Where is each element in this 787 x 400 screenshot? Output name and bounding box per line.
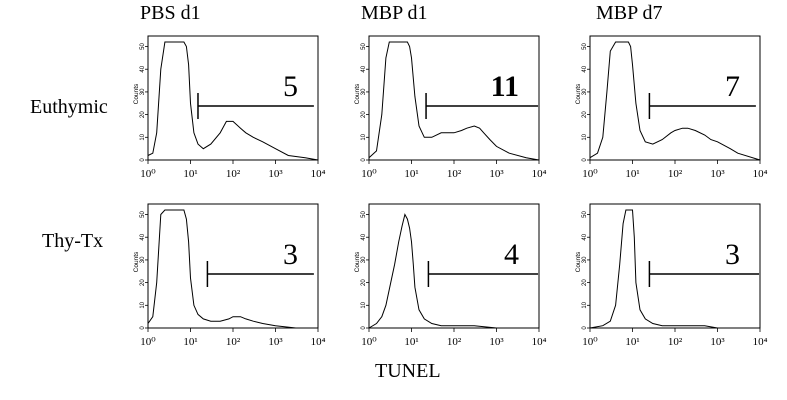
x-tick-label: 10⁴ bbox=[753, 336, 768, 348]
x-tick-label: 10² bbox=[447, 336, 462, 348]
x-tick-label: 10³ bbox=[268, 168, 283, 180]
y-tick-label: 20 bbox=[361, 111, 367, 118]
y-tick-label: 30 bbox=[582, 256, 588, 263]
y-tick-label: 40 bbox=[140, 233, 146, 240]
x-tick-label: 10⁰ bbox=[582, 336, 598, 348]
column-title-mbp-d7: MBP d7 bbox=[596, 2, 663, 24]
histogram-panel-0: 0 10 20 30 40 50 Counts 10⁰ 10¹ 10² 10³ 10⁴ 5 bbox=[133, 35, 326, 180]
y-tick-label: 30 bbox=[582, 88, 588, 95]
x-tick-label: 10³ bbox=[268, 336, 283, 348]
y-tick-label: 40 bbox=[361, 233, 367, 240]
y-tick-label: 50 bbox=[582, 211, 588, 218]
y-tick-label: 10 bbox=[140, 301, 146, 308]
y-tick-label: 10 bbox=[361, 133, 367, 140]
histogram-line bbox=[147, 209, 318, 329]
y-tick-label: 40 bbox=[140, 65, 146, 72]
y-tick-label: 0 bbox=[582, 326, 588, 330]
y-axis-label: Counts bbox=[133, 83, 140, 104]
y-tick-label: 0 bbox=[361, 326, 367, 330]
y-tick-label: 50 bbox=[140, 211, 146, 218]
x-tick-label: 10⁰ bbox=[361, 168, 377, 180]
x-tick-label: 10¹ bbox=[183, 168, 197, 180]
x-tick-label: 10¹ bbox=[404, 168, 418, 180]
histogram-line bbox=[368, 213, 539, 329]
histogram-line bbox=[589, 209, 760, 329]
y-tick-label: 0 bbox=[140, 326, 146, 330]
y-axis-label: Counts bbox=[575, 251, 582, 272]
y-axis-label: Counts bbox=[133, 251, 140, 272]
histogram-panel-4: 0 10 20 30 40 50 Counts 10⁰ 10¹ 10² 10³ 10⁴ 4 bbox=[354, 203, 547, 348]
y-tick-label: 40 bbox=[582, 65, 588, 72]
y-tick-label: 10 bbox=[140, 133, 146, 140]
y-axis-label: Counts bbox=[354, 251, 361, 272]
x-tick-label: 10⁰ bbox=[361, 336, 377, 348]
y-tick-label: 20 bbox=[361, 279, 367, 286]
y-tick-label: 20 bbox=[582, 111, 588, 118]
y-tick-label: 10 bbox=[582, 301, 588, 308]
y-tick-label: 10 bbox=[582, 133, 588, 140]
x-tick-label: 10² bbox=[226, 336, 241, 348]
x-tick-label: 10⁴ bbox=[311, 336, 326, 348]
y-tick-label: 20 bbox=[140, 279, 146, 286]
x-tick-label: 10³ bbox=[710, 336, 725, 348]
y-axis-label: Counts bbox=[354, 83, 361, 104]
histogram-line bbox=[368, 41, 540, 161]
column-title-pbs-d1: PBS d1 bbox=[140, 2, 201, 24]
gate-percent-label: 3 bbox=[283, 238, 298, 271]
x-tick-label: 10⁴ bbox=[532, 336, 547, 348]
x-tick-label: 10⁰ bbox=[140, 168, 156, 180]
x-tick-label: 10⁴ bbox=[753, 168, 768, 180]
x-tick-label: 10¹ bbox=[183, 336, 197, 348]
histogram-panel-5: 0 10 20 30 40 50 Counts 10⁰ 10¹ 10² 10³ 10⁴ 3 bbox=[575, 203, 768, 348]
gate-percent-label: 4 bbox=[504, 238, 519, 271]
y-tick-label: 50 bbox=[361, 43, 367, 50]
gate-percent-label: 3 bbox=[725, 238, 740, 271]
x-tick-label: 10² bbox=[226, 168, 241, 180]
x-tick-label: 10³ bbox=[489, 336, 504, 348]
x-tick-label: 10⁴ bbox=[532, 168, 547, 180]
y-tick-label: 40 bbox=[582, 233, 588, 240]
y-tick-label: 30 bbox=[140, 88, 146, 95]
y-tick-label: 30 bbox=[361, 256, 367, 263]
x-tick-label: 10⁰ bbox=[582, 168, 598, 180]
row-label-thy-tx: Thy-Tx bbox=[42, 230, 104, 252]
histogram-line bbox=[147, 41, 319, 161]
x-tick-label: 10⁴ bbox=[311, 168, 326, 180]
histogram-panel-3: 0 10 20 30 40 50 Counts 10⁰ 10¹ 10² 10³ 10⁴ 3 bbox=[133, 203, 326, 348]
y-tick-label: 20 bbox=[582, 279, 588, 286]
gate-percent-label: 11 bbox=[491, 70, 519, 103]
y-tick-label: 50 bbox=[361, 211, 367, 218]
x-tick-label: 10² bbox=[447, 168, 462, 180]
x-tick-label: 10³ bbox=[710, 168, 725, 180]
histogram-panel-1: 0 10 20 30 40 50 Counts 10⁰ 10¹ 10² 10³ 10⁴ 11 bbox=[354, 35, 547, 180]
y-tick-label: 30 bbox=[361, 88, 367, 95]
x-tick-label: 10¹ bbox=[625, 336, 639, 348]
y-tick-label: 0 bbox=[140, 158, 146, 162]
x-axis-label: TUNEL bbox=[375, 360, 441, 382]
y-tick-label: 20 bbox=[140, 111, 146, 118]
y-axis-label: Counts bbox=[575, 83, 582, 104]
x-tick-label: 10⁰ bbox=[140, 336, 156, 348]
gate-percent-label: 7 bbox=[725, 70, 740, 103]
y-tick-label: 50 bbox=[140, 43, 146, 50]
gate-percent-label: 5 bbox=[283, 70, 298, 103]
y-tick-label: 40 bbox=[361, 65, 367, 72]
x-tick-label: 10¹ bbox=[625, 168, 639, 180]
y-tick-label: 50 bbox=[582, 43, 588, 50]
histogram-panel-2: 0 10 20 30 40 50 Counts 10⁰ 10¹ 10² 10³ 10⁴ 7 bbox=[575, 35, 768, 180]
y-tick-label: 30 bbox=[140, 256, 146, 263]
y-tick-label: 0 bbox=[361, 158, 367, 162]
y-tick-label: 10 bbox=[361, 301, 367, 308]
x-tick-label: 10² bbox=[668, 336, 683, 348]
x-tick-label: 10² bbox=[668, 168, 683, 180]
y-tick-label: 0 bbox=[582, 158, 588, 162]
histogram-line bbox=[589, 41, 761, 161]
x-tick-label: 10³ bbox=[489, 168, 504, 180]
x-tick-label: 10¹ bbox=[404, 336, 418, 348]
row-label-euthymic: Euthymic bbox=[30, 96, 108, 118]
column-title-mbp-d1: MBP d1 bbox=[361, 2, 428, 24]
